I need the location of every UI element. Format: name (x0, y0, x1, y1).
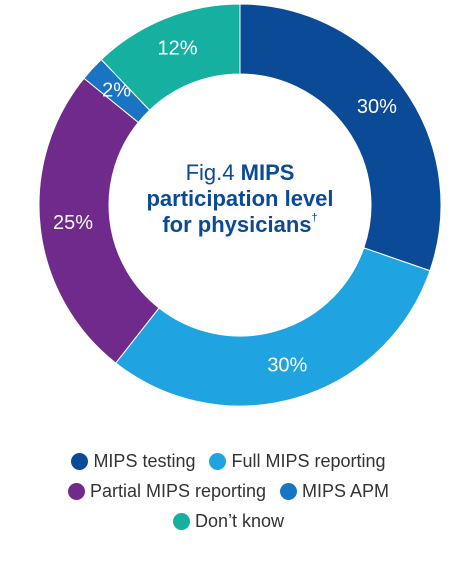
chart: 30% 30% 25% 2% 12% (38, 3, 442, 407)
legend-swatch (209, 452, 227, 470)
legend-item: MIPS APM (280, 481, 389, 502)
legend-label: Full MIPS reporting (231, 450, 386, 471)
data-label: 12% (158, 37, 198, 59)
data-label: 25% (53, 212, 93, 234)
legend-item: MIPS testing (71, 451, 195, 472)
legend-swatch (280, 482, 298, 500)
legend-label: MIPS APM (302, 480, 390, 501)
data-label: 30% (357, 96, 397, 118)
legend-row: MIPS testing Full MIPS reporting (0, 446, 457, 476)
legend-item: Don’t know (172, 510, 285, 532)
title-prefix: Fig.4 (185, 160, 235, 185)
legend-item: Partial MIPS reporting (67, 480, 267, 502)
donut-segment (115, 247, 431, 407)
legend-swatch (71, 452, 89, 470)
title-note: † (311, 212, 318, 224)
data-label: 30% (267, 354, 307, 376)
data-label: 2% (102, 79, 131, 101)
legend: MIPS testing Full MIPS reporting Partial M… (0, 446, 457, 536)
donut-segment (100, 3, 241, 111)
donut-segment (38, 77, 160, 364)
donut-segment (239, 3, 442, 272)
legend-label: MIPS testing (93, 450, 196, 471)
legend-swatch (172, 512, 190, 530)
legend-item: Full MIPS reporting (209, 450, 386, 472)
legend-row: Partial MIPS reporting MIPS APM (0, 476, 457, 506)
legend-label: Partial MIPS reporting (89, 480, 267, 501)
legend-row: Don’t know (0, 506, 457, 536)
legend-swatch (67, 482, 85, 500)
legend-label: Don’t know (194, 510, 285, 531)
chart-title-block: Fig.4 MIPS participation level for physi… (130, 160, 350, 238)
chart-title: MIPS participation level for physicians (146, 160, 334, 237)
